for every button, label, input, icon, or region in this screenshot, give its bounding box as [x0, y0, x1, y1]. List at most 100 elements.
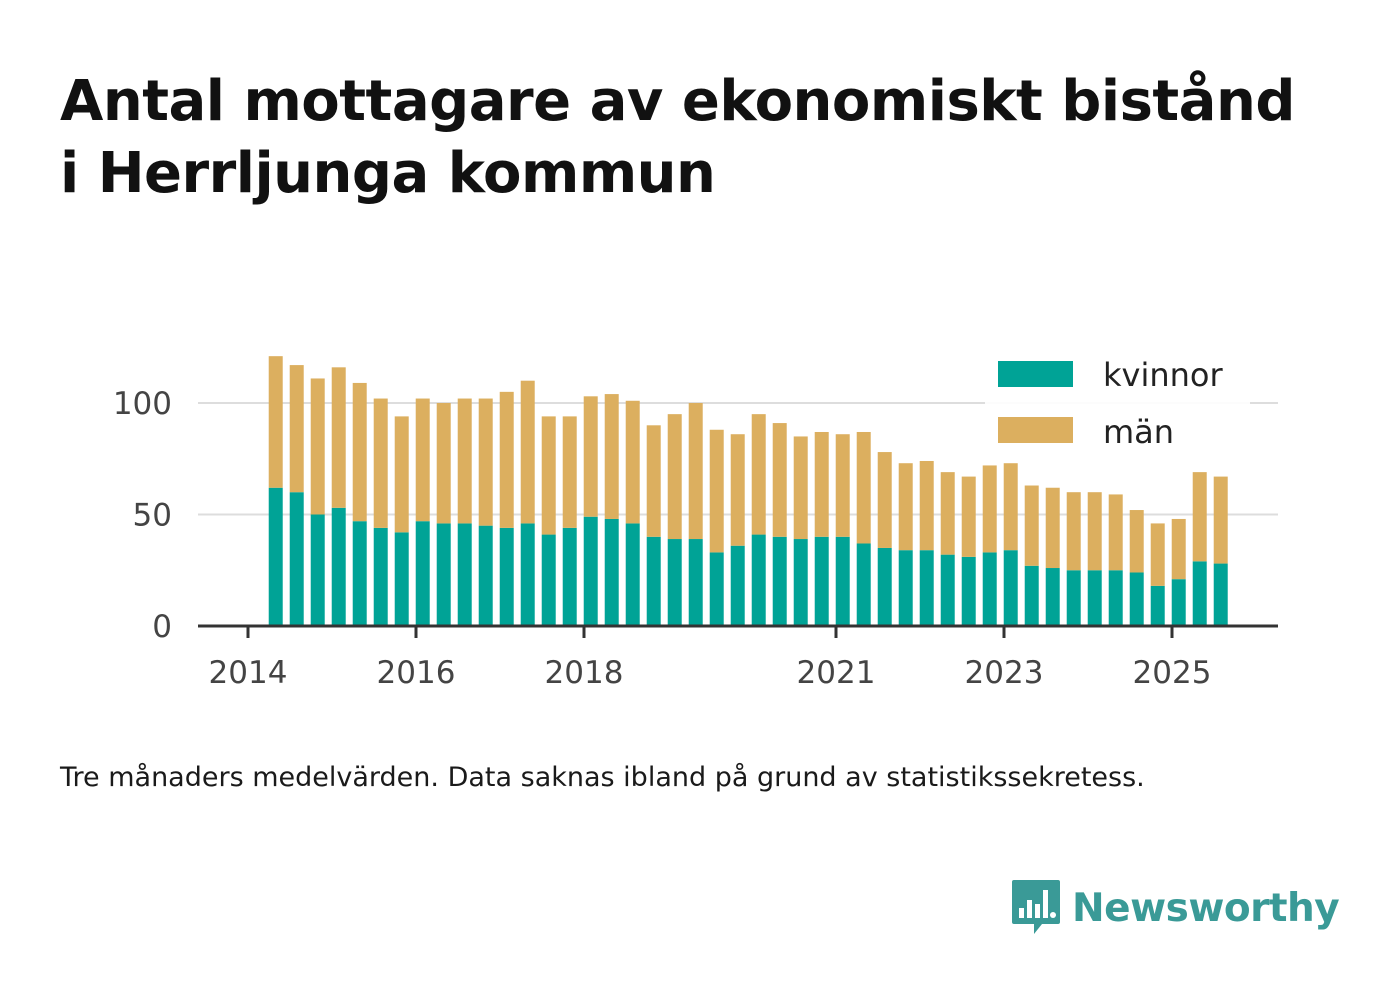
bar-kvinnor — [709, 552, 724, 626]
y-tick-label: 0 — [152, 609, 172, 645]
bar-kvinnor — [646, 536, 661, 626]
bar-series — [268, 356, 1228, 626]
bar-man — [646, 425, 661, 537]
bar-kvinnor — [415, 521, 430, 626]
bar-man — [856, 431, 871, 544]
bar-kvinnor — [772, 536, 787, 626]
bar-man — [1024, 485, 1039, 566]
x-tick-label: 2023 — [965, 655, 1044, 691]
bar-man — [1108, 494, 1123, 571]
bar-man — [268, 356, 283, 488]
x-tick-label: 2014 — [209, 655, 288, 691]
bar-man — [1150, 523, 1165, 586]
bar-kvinnor — [1108, 570, 1123, 626]
bar-kvinnor — [331, 507, 346, 626]
bar-kvinnor — [541, 534, 556, 626]
bar-man — [1213, 476, 1228, 564]
chart-title: Antal mottagare av ekonomiskt bistånd i … — [60, 66, 1340, 210]
bar-man — [520, 380, 535, 524]
bar-man — [415, 398, 430, 522]
bar-kvinnor — [1129, 572, 1144, 626]
bar-man — [730, 434, 745, 546]
bar-kvinnor — [835, 536, 850, 626]
bar-kvinnor — [478, 525, 493, 626]
chart-title-line-2: i Herrljunga kommun — [60, 141, 716, 206]
bar-kvinnor — [1024, 565, 1039, 626]
bar-kvinnor — [394, 532, 409, 626]
bar-man — [352, 382, 367, 522]
bar-kvinnor — [520, 523, 535, 626]
axes: 0 50 100 2014 2016 2018 2021 2023 2025 — [113, 386, 1278, 691]
bar-kvinnor — [562, 527, 577, 626]
bar-man — [688, 403, 703, 540]
bar-chart-speech-bubble-icon — [1012, 880, 1060, 934]
bar-man — [898, 463, 913, 551]
bar-kvinnor — [814, 536, 829, 626]
bar-man — [940, 472, 955, 555]
bar-kvinnor — [667, 539, 682, 626]
y-tick-label: 50 — [133, 498, 172, 534]
legend-label-kvinnor: kvinnor — [1103, 356, 1224, 394]
bar-kvinnor — [352, 521, 367, 626]
bar-man — [814, 431, 829, 537]
bar-kvinnor — [1066, 570, 1081, 626]
bar-man — [310, 378, 325, 515]
bar-man — [499, 391, 514, 528]
bar-man — [835, 434, 850, 537]
bar-kvinnor — [310, 514, 325, 626]
chart-title-line-1: Antal mottagare av ekonomiskt bistånd — [60, 69, 1295, 134]
legend-label-man: män — [1103, 413, 1174, 451]
bar-man — [478, 398, 493, 526]
bar-man — [289, 365, 304, 493]
bar-kvinnor — [373, 527, 388, 626]
bar-kvinnor — [1045, 568, 1060, 626]
bar-kvinnor — [751, 534, 766, 626]
bar-kvinnor — [856, 543, 871, 626]
bar-kvinnor — [961, 556, 976, 626]
x-tick-label: 2021 — [797, 655, 876, 691]
bar-man — [457, 398, 472, 524]
legend-swatch-kvinnor — [998, 361, 1073, 387]
bar-man — [667, 414, 682, 540]
bar-man — [751, 414, 766, 535]
bar-kvinnor — [1213, 563, 1228, 626]
bar-kvinnor — [583, 516, 598, 626]
bar-man — [436, 403, 451, 524]
brand-logo[interactable]: Newsworthy — [1010, 878, 1340, 938]
bar-man — [394, 416, 409, 533]
bar-man — [604, 394, 619, 519]
bar-kvinnor — [919, 550, 934, 626]
x-tick-label: 2025 — [1133, 655, 1212, 691]
bar-man — [793, 436, 808, 540]
bar-kvinnor — [604, 518, 619, 626]
legend: kvinnor män — [985, 350, 1250, 460]
bar-man — [961, 476, 976, 557]
bar-man — [877, 452, 892, 548]
bar-kvinnor — [898, 550, 913, 626]
x-tick-label: 2018 — [545, 655, 624, 691]
bar-kvinnor — [268, 487, 283, 626]
bar-man — [1045, 487, 1060, 569]
bar-kvinnor — [289, 492, 304, 626]
bar-kvinnor — [793, 539, 808, 626]
bar-man — [541, 416, 556, 535]
footnote: Tre månaders medelvärden. Data saknas ib… — [60, 762, 1145, 793]
bar-man — [562, 416, 577, 528]
bar-man — [1192, 472, 1207, 562]
bar-kvinnor — [1171, 579, 1186, 626]
bar-kvinnor — [877, 547, 892, 626]
x-tick-label: 2016 — [377, 655, 456, 691]
bar-kvinnor — [1087, 570, 1102, 626]
bar-man — [583, 396, 598, 517]
brand-name: Newsworthy — [1072, 885, 1340, 931]
bar-man — [1171, 518, 1186, 580]
bar-kvinnor — [1192, 561, 1207, 626]
bar-kvinnor — [940, 554, 955, 626]
bar-kvinnor — [982, 552, 997, 626]
bar-man — [919, 460, 934, 551]
legend-swatch-man — [998, 417, 1073, 443]
bar-man — [772, 423, 787, 537]
bar-kvinnor — [457, 523, 472, 626]
bar-man — [709, 429, 724, 553]
